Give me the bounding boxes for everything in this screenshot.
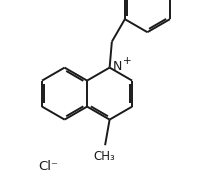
Text: +: +	[123, 56, 131, 66]
Text: Cl⁻: Cl⁻	[38, 160, 58, 173]
Text: CH₃: CH₃	[92, 150, 114, 163]
Text: N: N	[112, 60, 121, 73]
